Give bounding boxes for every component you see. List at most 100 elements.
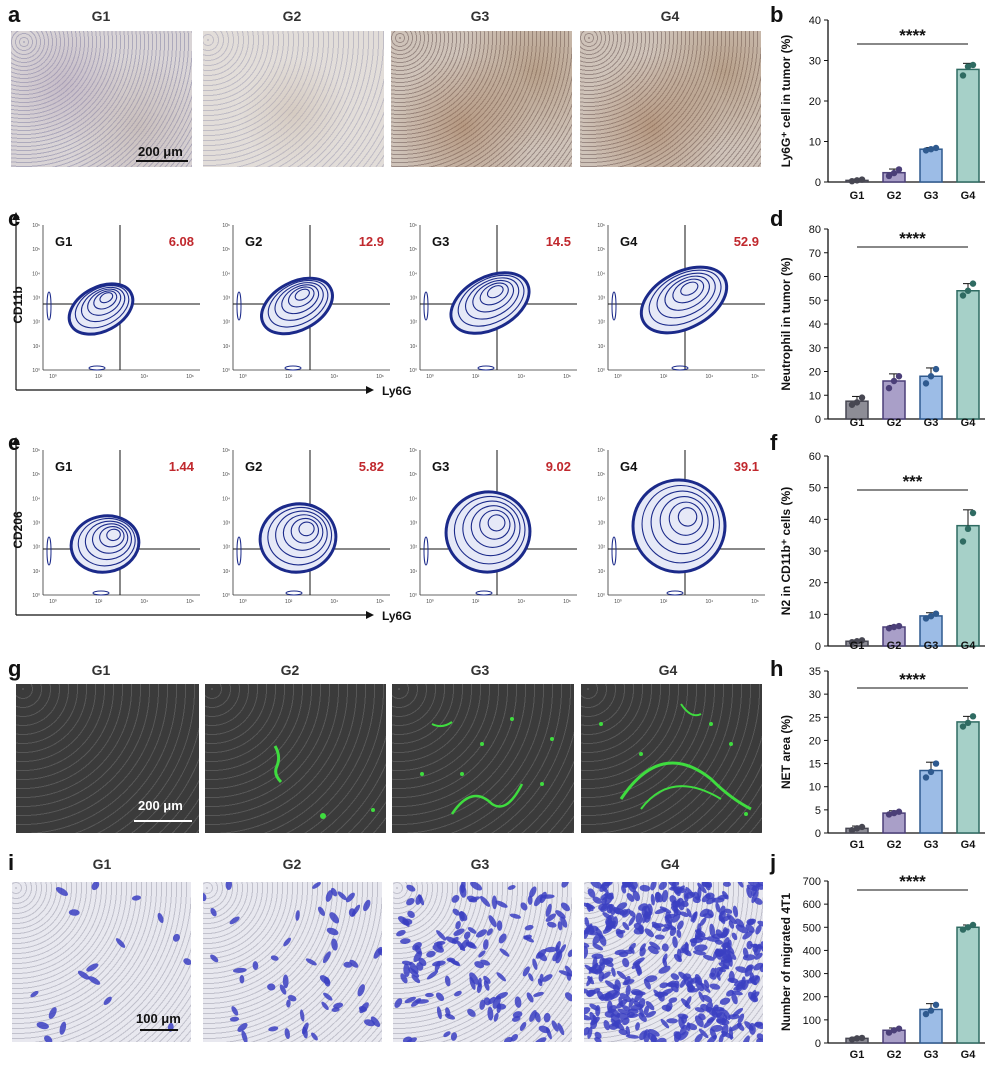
stained-cell bbox=[624, 949, 633, 955]
flow-y-tick-label: 10⁵ bbox=[32, 247, 40, 253]
y-tick-label: 10 bbox=[809, 137, 821, 149]
significance-label: **** bbox=[899, 26, 926, 45]
flow-x-tick-label: 10² bbox=[285, 374, 293, 380]
group-label-g-g3: G3 bbox=[470, 662, 490, 678]
stained-cell bbox=[343, 961, 353, 968]
stained-cell bbox=[662, 953, 668, 964]
stained-cell bbox=[498, 933, 507, 944]
data-point bbox=[927, 613, 935, 620]
stained-cell bbox=[455, 921, 461, 930]
category-label: G3 bbox=[924, 1049, 939, 1061]
density-contour bbox=[664, 275, 710, 311]
stained-cell bbox=[358, 1006, 367, 1012]
y-tick-label: 60 bbox=[809, 451, 821, 463]
data-point bbox=[922, 1010, 930, 1018]
density-contour bbox=[462, 500, 521, 557]
y-axis-label: Number of migrated 4T1 bbox=[779, 893, 793, 1031]
flow-y-tick-label: 10² bbox=[410, 545, 418, 551]
stained-cell bbox=[351, 904, 361, 917]
stained-cell bbox=[302, 1026, 308, 1039]
stained-cell bbox=[609, 991, 620, 1000]
stained-cell bbox=[406, 884, 416, 892]
data-point bbox=[858, 637, 866, 644]
bar-g4 bbox=[956, 721, 980, 834]
data-point bbox=[853, 177, 861, 184]
data-point bbox=[927, 145, 935, 153]
stained-cell bbox=[270, 955, 279, 961]
stained-cell bbox=[661, 889, 669, 903]
edge-cluster bbox=[88, 365, 106, 371]
density-contour bbox=[465, 277, 520, 320]
stained-cell bbox=[694, 974, 703, 986]
density-contour bbox=[648, 269, 722, 326]
stained-cell bbox=[690, 911, 697, 922]
stained-cell bbox=[745, 964, 754, 971]
y-arrow-head bbox=[12, 212, 20, 220]
stained-cell bbox=[537, 978, 543, 987]
flow-y-tick-label: 10¹ bbox=[223, 569, 231, 575]
stained-cell bbox=[607, 1000, 613, 1013]
stained-cell bbox=[469, 976, 476, 990]
stained-cell bbox=[483, 975, 491, 984]
stained-cell bbox=[305, 958, 317, 966]
flow-y-tick-label: 10⁴ bbox=[597, 496, 605, 502]
stained-cell bbox=[754, 952, 763, 960]
stained-cell bbox=[229, 1016, 240, 1022]
stained-cell bbox=[756, 1033, 763, 1041]
stained-cell bbox=[584, 927, 590, 939]
stained-cell bbox=[311, 1032, 318, 1041]
flow-x-label: Ly6G bbox=[382, 384, 412, 398]
flow-quadrant-value: 14.5 bbox=[546, 234, 571, 249]
flow-plot-g3: 10⁶ 10⁵ 10⁴ 10³ 10² 10¹ 10⁰ 10⁰ 10² 10⁴ 10⁶ G3 9.02 bbox=[409, 448, 577, 605]
stained-cell bbox=[694, 1007, 705, 1013]
stained-cell bbox=[252, 961, 259, 970]
density-contour bbox=[680, 281, 699, 296]
y-tick-label: 50 bbox=[809, 295, 821, 307]
stained-cell bbox=[611, 967, 616, 977]
flow-y-tick-label: 10⁰ bbox=[597, 593, 605, 599]
stained-cell bbox=[752, 943, 759, 953]
y-tick-label: 80 bbox=[809, 224, 821, 236]
stained-cells-g3 bbox=[394, 882, 572, 1042]
stained-cell bbox=[524, 924, 534, 931]
density-contour bbox=[258, 502, 338, 574]
stained-cell bbox=[542, 974, 553, 982]
stained-cell bbox=[630, 989, 643, 996]
stained-cell bbox=[742, 947, 749, 959]
stained-cell bbox=[735, 924, 749, 934]
stained-cell bbox=[707, 909, 714, 918]
stained-cell bbox=[638, 1012, 647, 1022]
stained-cell bbox=[621, 885, 627, 894]
data-point bbox=[927, 768, 935, 776]
stained-cell bbox=[555, 945, 561, 956]
stained-cell bbox=[689, 937, 704, 944]
stained-cell bbox=[721, 942, 731, 948]
stained-cell bbox=[657, 991, 665, 1002]
stained-cell bbox=[619, 993, 632, 1003]
stained-cell bbox=[495, 991, 508, 1000]
y-tick-label: 500 bbox=[803, 922, 821, 934]
stained-cell bbox=[418, 957, 427, 967]
stained-cell bbox=[676, 920, 684, 930]
stained-cell bbox=[746, 887, 753, 899]
data-point bbox=[959, 723, 967, 730]
y-tick-label: 30 bbox=[809, 343, 821, 355]
bar-g4 bbox=[956, 524, 980, 647]
stained-cell bbox=[560, 902, 571, 912]
stained-cell bbox=[370, 1016, 381, 1028]
category-label: G3 bbox=[924, 839, 939, 851]
flow-y-tick-label: 10⁵ bbox=[409, 472, 417, 478]
stained-cell bbox=[584, 1007, 591, 1015]
edge-cluster bbox=[611, 536, 617, 566]
stained-cell bbox=[586, 989, 595, 997]
significance-label: **** bbox=[899, 229, 926, 248]
stained-cell bbox=[746, 884, 760, 892]
stained-cell bbox=[659, 982, 669, 989]
transwell-image-g4 bbox=[584, 882, 763, 1042]
edge-cluster bbox=[46, 291, 52, 321]
stained-cell bbox=[678, 1031, 689, 1041]
stained-cell bbox=[407, 910, 415, 918]
flow-group-label: G2 bbox=[245, 234, 262, 249]
edge-cluster bbox=[666, 590, 684, 596]
density-contour bbox=[677, 507, 698, 527]
